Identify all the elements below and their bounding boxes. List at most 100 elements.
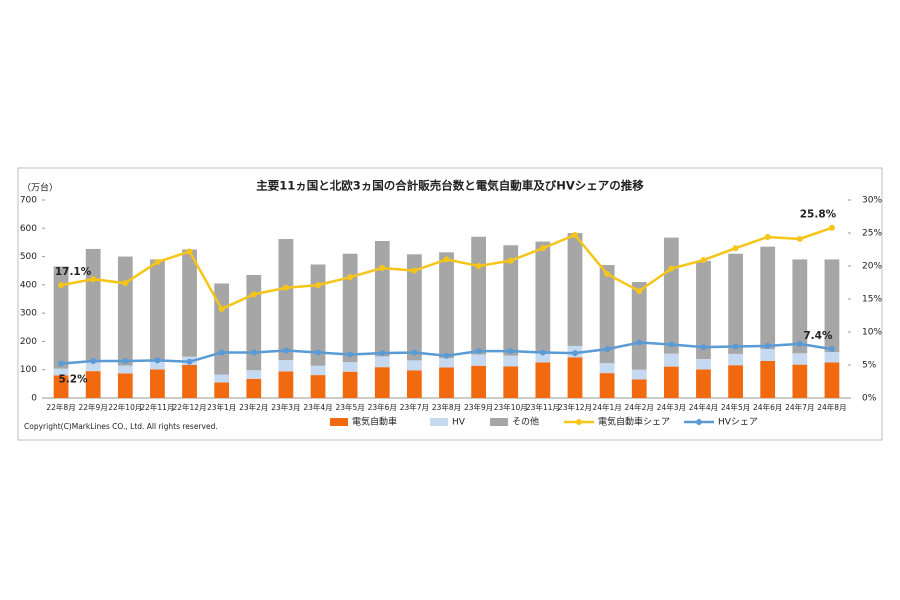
line-marker [732,245,739,252]
y2-tick-label: 15% [862,295,882,305]
y2-tick-label: 5% [862,361,877,371]
line-marker [411,267,418,274]
x-tick-label: 23年1月 [207,402,236,412]
line-marker [250,349,257,356]
line-marker [796,235,803,242]
bar [246,378,262,398]
bar [85,371,101,398]
bar [278,360,294,372]
line-marker [315,349,322,356]
x-tick-label: 24年5月 [721,402,750,412]
bar [214,382,230,398]
bar [342,371,358,398]
line-marker [315,282,322,289]
bar [599,363,615,374]
bar [503,366,519,398]
y-axis-label: （万台） [22,182,58,194]
y-tick-label: 300 [20,309,37,319]
bar [760,349,776,361]
bar [374,367,390,398]
legend-swatch [576,419,582,425]
bar [631,282,647,370]
line-marker [475,263,482,269]
line-marker [571,350,578,357]
line-marker [282,347,289,354]
legend-label: HV [452,418,466,428]
x-tick-label: 23年10月 [494,402,528,412]
bar [342,253,358,363]
line-marker [604,346,611,353]
bar [760,360,776,398]
bar [728,253,743,354]
x-tick-label: 24年1月 [592,402,621,412]
y-tick-label: 200 [20,337,37,347]
line-marker [58,360,65,367]
y-tick-label: 400 [20,280,37,290]
line-marker [250,291,257,298]
bar [439,358,454,368]
legend-label: HVシェア [718,418,758,428]
bar [535,351,551,363]
line-marker [122,280,129,287]
bar [631,369,647,380]
bar [535,362,551,398]
y2-tick-label: 0% [862,394,877,404]
bar [53,375,69,398]
bar [503,245,519,356]
bar [728,365,743,398]
bar [503,355,519,367]
bar [439,367,454,398]
bar [824,259,840,353]
x-tick-label: 23年7月 [400,402,429,412]
bar [663,237,679,354]
y2-tick-label: 20% [862,262,882,272]
line-marker [347,274,354,281]
line-marker [90,358,97,365]
x-tick-label: 24年8月 [817,402,846,412]
bar [374,356,390,368]
x-tick-label: 22年11月 [140,402,174,412]
bar [406,360,422,371]
data-label: 25.8% [800,209,837,221]
x-tick-label: 24年3月 [657,402,686,412]
y-tick-label: 500 [20,252,37,262]
line-marker [668,265,675,272]
bar [696,369,711,398]
x-tick-label: 23年3月 [271,402,300,412]
line-marker [732,343,739,350]
y2-tick-label: 30% [862,196,882,206]
bar [471,354,487,366]
line-marker [218,349,225,356]
x-tick-label: 22年9月 [79,402,108,412]
x-tick-label: 23年11月 [526,402,560,412]
y-tick-label: 0 [31,394,37,404]
bar [471,365,487,398]
line-marker [764,342,771,349]
bar [663,353,679,367]
copyright: Copyright(C)MarkLines CO., Ltd. All righ… [24,422,218,431]
bar [214,374,230,383]
bar [406,370,422,398]
bar [310,365,326,376]
line-marker [154,357,161,364]
bar [182,364,197,398]
bar [150,361,165,370]
bar [599,373,615,398]
line-marker [700,344,707,351]
bar [406,254,422,361]
line-marker [539,245,546,252]
line-marker [154,259,161,266]
y2-tick-label: 25% [862,229,882,239]
bar [53,368,69,376]
x-tick-label: 23年9月 [464,402,493,412]
x-tick-label: 23年12月 [558,402,592,412]
x-tick-label: 24年7月 [785,402,814,412]
line-marker [186,358,193,365]
bar [53,266,69,369]
bar [182,249,197,357]
bar [696,260,711,359]
legend-label: その他 [512,416,539,428]
bar [310,375,326,398]
line-marker [186,248,193,255]
